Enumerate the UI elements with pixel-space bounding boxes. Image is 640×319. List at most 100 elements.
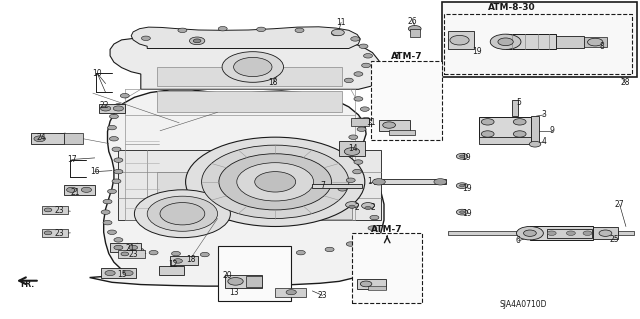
Bar: [170, 256, 198, 265]
Circle shape: [516, 226, 543, 240]
Circle shape: [124, 244, 132, 249]
Text: 20: 20: [222, 271, 232, 280]
Bar: [448, 231, 530, 235]
Circle shape: [105, 271, 115, 276]
Bar: [547, 229, 592, 238]
Circle shape: [471, 47, 476, 49]
Bar: [379, 120, 410, 131]
Circle shape: [108, 125, 116, 130]
Bar: [410, 29, 420, 37]
Circle shape: [134, 190, 230, 238]
Circle shape: [352, 118, 367, 126]
Text: 21: 21: [70, 188, 79, 197]
Circle shape: [588, 38, 603, 46]
Circle shape: [129, 245, 138, 250]
Circle shape: [566, 231, 575, 235]
Text: SJA4A0710D: SJA4A0710D: [500, 300, 547, 309]
Text: 13: 13: [228, 288, 239, 297]
Text: ATM-8-30: ATM-8-30: [488, 4, 535, 12]
Bar: [442, 2, 637, 77]
Circle shape: [583, 231, 592, 235]
Bar: [101, 268, 136, 278]
Text: 25: 25: [609, 235, 620, 244]
Circle shape: [202, 145, 349, 219]
Bar: [64, 185, 95, 195]
Circle shape: [34, 136, 45, 142]
Polygon shape: [90, 90, 384, 286]
Circle shape: [295, 28, 304, 33]
Circle shape: [160, 203, 205, 225]
Bar: [31, 133, 64, 144]
Circle shape: [147, 196, 218, 231]
Bar: [448, 31, 474, 49]
Circle shape: [113, 106, 124, 111]
Circle shape: [529, 141, 541, 147]
Circle shape: [383, 122, 396, 128]
Circle shape: [135, 248, 144, 253]
Circle shape: [360, 107, 369, 111]
Circle shape: [296, 250, 305, 255]
Circle shape: [351, 37, 360, 41]
Circle shape: [481, 131, 494, 137]
Bar: [556, 36, 584, 48]
Bar: [389, 130, 415, 135]
Text: ATM-7: ATM-7: [390, 52, 422, 61]
Circle shape: [67, 187, 77, 192]
Circle shape: [266, 252, 275, 257]
Circle shape: [456, 153, 468, 159]
Bar: [584, 37, 607, 47]
Circle shape: [193, 39, 201, 43]
Bar: [531, 116, 539, 144]
Text: 4: 4: [541, 137, 547, 146]
Bar: [506, 34, 556, 49]
Circle shape: [346, 242, 355, 246]
Circle shape: [354, 72, 363, 76]
Circle shape: [114, 104, 123, 108]
Circle shape: [354, 97, 363, 101]
Bar: [368, 286, 386, 290]
Circle shape: [364, 54, 372, 58]
Circle shape: [114, 245, 123, 250]
Circle shape: [228, 278, 243, 285]
Circle shape: [255, 172, 296, 192]
Text: 23: 23: [54, 229, 64, 238]
Text: ATM-7: ATM-7: [371, 225, 403, 234]
Circle shape: [338, 187, 347, 191]
Text: 22: 22: [100, 101, 109, 110]
Circle shape: [351, 151, 360, 155]
Circle shape: [218, 26, 227, 31]
Circle shape: [232, 253, 241, 257]
Text: 7: 7: [321, 181, 326, 189]
Bar: [371, 61, 442, 140]
Circle shape: [257, 27, 266, 32]
Text: 9: 9: [549, 126, 554, 135]
Circle shape: [481, 119, 494, 125]
Circle shape: [365, 206, 371, 210]
Circle shape: [362, 117, 371, 122]
Circle shape: [344, 148, 360, 155]
Bar: [42, 206, 68, 214]
Text: 2: 2: [370, 203, 375, 212]
Text: 3: 3: [541, 110, 547, 119]
Circle shape: [460, 211, 465, 213]
Text: 27: 27: [614, 200, 625, 209]
Circle shape: [114, 158, 123, 162]
Circle shape: [108, 189, 116, 194]
Bar: [110, 243, 141, 252]
Text: 2: 2: [355, 203, 360, 212]
Circle shape: [513, 131, 526, 137]
Circle shape: [344, 78, 353, 83]
Circle shape: [346, 178, 355, 182]
Circle shape: [547, 231, 556, 235]
Bar: [157, 91, 342, 112]
Circle shape: [346, 202, 358, 208]
Circle shape: [370, 215, 379, 220]
Bar: [42, 229, 68, 237]
Bar: [118, 250, 145, 258]
Circle shape: [450, 35, 469, 45]
Bar: [357, 279, 386, 289]
Polygon shape: [118, 150, 381, 220]
Circle shape: [186, 137, 365, 226]
Circle shape: [100, 106, 111, 111]
Text: 6: 6: [516, 236, 521, 245]
